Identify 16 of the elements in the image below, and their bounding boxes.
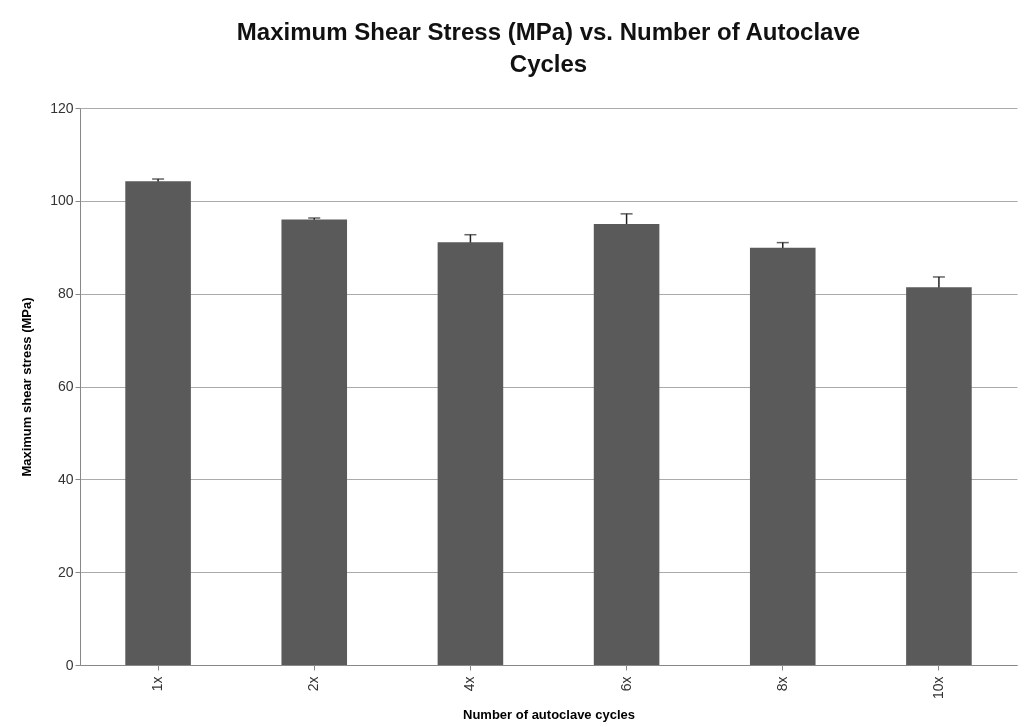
- y-tick-label: 60: [57, 378, 74, 394]
- y-tick-label: 80: [57, 285, 74, 302]
- y-tick-label: 120: [50, 99, 74, 116]
- x-tick-label: 2x: [305, 676, 322, 692]
- x-axis-title: Number of autoclave cycles: [463, 707, 635, 723]
- x-tick-label: 4x: [461, 676, 478, 692]
- y-axis-title: Maximum shear stress (MPa): [19, 297, 35, 477]
- x-tick-label: 8x: [773, 676, 790, 692]
- x-tick-label: 10x: [929, 676, 946, 700]
- y-tick-label: 20: [57, 563, 74, 580]
- chart-title: Maximum Shear Stress (MPa) vs. Number of Autoclave Cycles: [236, 18, 861, 77]
- x-tick-label: 1x: [149, 676, 166, 692]
- y-tick-label: 0: [65, 656, 74, 673]
- y-tick-label: 100: [50, 192, 74, 209]
- y-tick-label: 40: [57, 470, 74, 487]
- x-tick-label: 6x: [617, 676, 634, 692]
